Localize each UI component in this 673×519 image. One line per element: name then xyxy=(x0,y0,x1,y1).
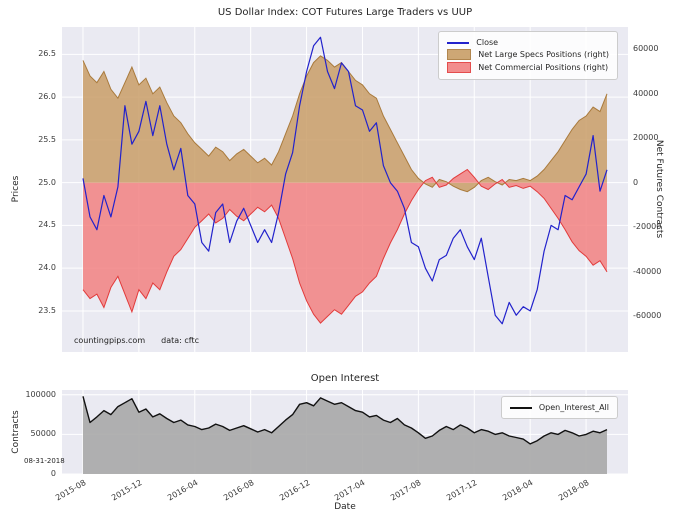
legend-label-commercials: Net Commercial Positions (right) xyxy=(478,63,609,72)
x-axis-label: Date xyxy=(334,502,356,512)
bottom-chart-title: Open Interest xyxy=(310,373,380,384)
legend-item-large-specs: Net Large Specs Positions (right) xyxy=(447,49,609,60)
legend-label-open-interest: Open_Interest_All xyxy=(538,403,609,412)
tick-label: 0 xyxy=(633,177,639,187)
tick-label: 25.5 xyxy=(38,134,56,144)
tick-label: 20000 xyxy=(633,133,659,143)
tick-label: 24.0 xyxy=(38,263,56,273)
tick-label: 26.5 xyxy=(38,49,56,59)
legend-item-open-interest: Open_Interest_All xyxy=(509,403,609,412)
bottom-chart-plot-area: Open_Interest_All xyxy=(62,390,628,474)
top-chart-plot-area: Close Net Large Specs Positions (right) … xyxy=(62,27,628,352)
watermark: countingpips.com data: cftc xyxy=(74,336,199,345)
top-chart-legend: Close Net Large Specs Positions (right) … xyxy=(438,31,618,80)
tick-label: -20000 xyxy=(633,222,662,232)
top-chart-canvas xyxy=(62,27,628,352)
tick-label: 24.5 xyxy=(38,220,56,230)
close-line-swatch-icon xyxy=(447,41,470,44)
legend-item-close: Close xyxy=(447,38,609,47)
tick-label: 0 xyxy=(50,469,56,478)
large-specs-patch-icon xyxy=(447,49,472,60)
tick-label: 100000 xyxy=(25,389,56,399)
tick-label: 50000 xyxy=(30,429,56,439)
watermark-site: countingpips.com xyxy=(74,336,146,345)
legend-label-close: Close xyxy=(476,38,499,47)
legend-label-large-specs: Net Large Specs Positions (right) xyxy=(478,50,609,59)
top-chart-title: US Dollar Index: COT Futures Large Trade… xyxy=(217,7,473,18)
date-annotation: 08-31-2018 xyxy=(24,457,65,465)
watermark-source: data: cftc xyxy=(161,336,199,345)
tick-label: -60000 xyxy=(633,311,662,321)
bottom-chart-legend: Open_Interest_All xyxy=(500,396,618,419)
tick-label: 40000 xyxy=(633,88,659,98)
commercials-patch-icon xyxy=(447,62,472,73)
tick-label: 25.0 xyxy=(38,177,56,187)
legend-item-commercials: Net Commercial Positions (right) xyxy=(447,62,609,73)
open-interest-line-swatch-icon xyxy=(509,406,532,409)
tick-label: 23.5 xyxy=(38,305,56,315)
tick-label: -40000 xyxy=(633,266,662,276)
tick-label: 60000 xyxy=(633,44,659,54)
tick-label: 26.0 xyxy=(38,92,56,102)
